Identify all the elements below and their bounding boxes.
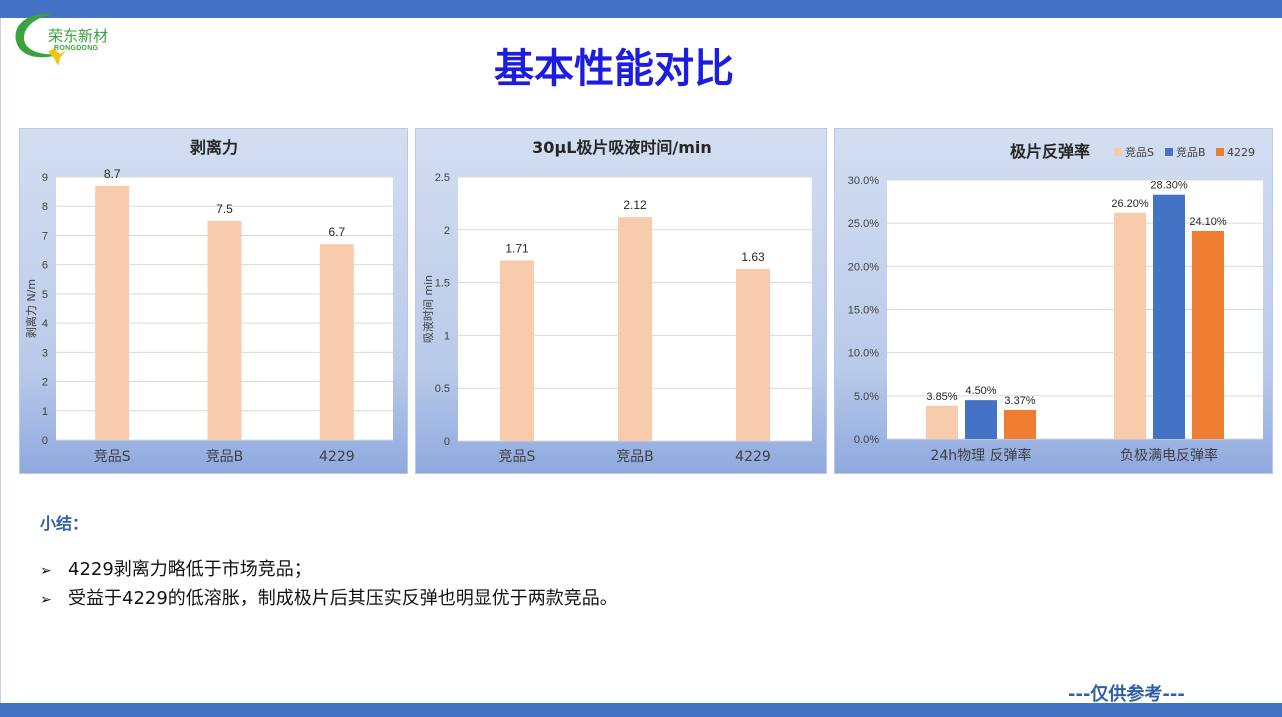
data-label: 3.85%: [926, 391, 957, 403]
legend-swatch: [1114, 148, 1122, 156]
y-tick-label: 1.5: [435, 278, 450, 290]
y-tick-label: 2.5: [435, 172, 450, 184]
page-title: 基本性能对比: [494, 46, 734, 92]
logo-text-cn: 荣东新材: [48, 27, 109, 45]
x-tick-label: 24h物理 反弹率: [930, 447, 1031, 464]
bar: [1153, 194, 1185, 439]
y-tick-label: 20.0%: [848, 261, 879, 273]
y-tick-label: 9: [42, 172, 48, 184]
y-tick-label: 5.0%: [854, 391, 879, 403]
bottom-banner: [0, 703, 1282, 717]
arrow-bullet-icon: ➢: [40, 563, 52, 579]
y-tick-label: 15.0%: [848, 305, 879, 317]
legend-swatch: [1165, 148, 1173, 156]
summary-list: ➢ 4229剥离力略低于市场竞品； ➢ 受益于4229的低溶胀，制成极片后其压实反弹…: [40, 556, 618, 614]
data-label: 28.30%: [1150, 180, 1188, 192]
logo-swoosh-icon: [15, 13, 66, 66]
chart-title: 剥离力: [190, 138, 238, 157]
bar: [207, 220, 242, 440]
x-tick-label: 竞品S: [499, 448, 536, 465]
chart-title: 30μL极片吸液时间/min: [532, 138, 712, 157]
y-tick-label: 1: [42, 406, 48, 418]
summary-bullet: ➢ 受益于4229的低溶胀，制成极片后其压实反弹也明显优于两款竞品。: [40, 585, 618, 614]
chart-panel-absorption-time: 0 0.5 1 1.5 2 2.5 30μL极片吸液时间/min 吸液时间 min 1.71 竞品…: [415, 128, 827, 474]
data-label: 2.12: [623, 198, 647, 212]
y-tick-label: 0: [42, 435, 48, 447]
y-tick-label: 3: [42, 347, 48, 359]
y-tick-label: 7: [42, 230, 48, 242]
chart-panel-rebound-rate: 0.0% 5.0% 10.0% 15.0% 20.0% 25.0% 30.0% 极片反弹率 3.…: [834, 128, 1273, 474]
y-tick-label: 5: [42, 289, 48, 301]
y-tick-label: 10.0%: [848, 348, 879, 360]
absorption-time-chart: 0 0.5 1 1.5 2 2.5 30μL极片吸液时间/min 吸液时间 min 1.71 竞品…: [421, 138, 812, 465]
x-tick-label: 竞品B: [206, 448, 244, 465]
y-tick-label: 2: [444, 225, 450, 237]
bar: [319, 244, 354, 440]
y-tick-label: 1: [444, 330, 450, 342]
legend-swatch: [1216, 148, 1224, 156]
rebound-rate-chart: 0.0% 5.0% 10.0% 15.0% 20.0% 25.0% 30.0% 极片反弹率 3.…: [848, 142, 1263, 464]
y-tick-label: 2: [42, 377, 48, 389]
bar: [1004, 409, 1036, 439]
bar: [736, 268, 770, 441]
y-axis-label: 剥离力 N/m: [24, 279, 38, 338]
summary-bullet: ➢ 4229剥离力略低于市场竞品；: [40, 556, 618, 585]
y-tick-label: 4: [42, 318, 48, 330]
arrow-bullet-icon: ➢: [40, 592, 52, 608]
y-tick-label: 0.0%: [854, 434, 879, 446]
chart-panel-peel-force: 0 1 2 3 4 5 6 7 8 9 剥离力剥离力 N/m 8.7 竞品S 7.5 竞品B 6.7 4229: [19, 128, 408, 474]
left-border: [0, 18, 1, 703]
legend-label: 竞品S: [1125, 145, 1154, 159]
bar: [965, 400, 997, 439]
summary-bullet-text: 4229剥离力略低于市场竞品；: [68, 559, 312, 580]
bar: [1192, 230, 1224, 439]
top-banner: [0, 0, 1282, 18]
data-label: 6.7: [328, 225, 345, 239]
bar: [500, 260, 534, 441]
chart-title: 极片反弹率: [1010, 142, 1090, 161]
data-label: 26.20%: [1111, 198, 1149, 210]
y-tick-label: 0: [444, 436, 450, 448]
bar: [1114, 212, 1146, 439]
bar: [95, 185, 130, 440]
x-tick-label: 竞品B: [616, 448, 654, 465]
bar: [618, 217, 652, 441]
y-axis-label: 吸液时间 min: [421, 275, 435, 343]
x-tick-label: 负极满电反弹率: [1120, 447, 1218, 464]
y-tick-label: 8: [42, 201, 48, 213]
x-tick-label: 4229: [735, 449, 771, 465]
summary-title: 小结：: [40, 514, 89, 533]
footer-note: ---仅供参考---: [1068, 684, 1185, 705]
legend-label: 4229: [1227, 146, 1255, 159]
data-label: 1.71: [505, 241, 529, 255]
logo-text-en: RONGDONG: [54, 45, 99, 52]
bar: [926, 405, 958, 439]
data-label: 24.10%: [1189, 216, 1227, 228]
legend-label: 竞品B: [1176, 145, 1206, 159]
summary-bullet-text: 受益于4229的低溶胀，制成极片后其压实反弹也明显优于两款竞品。: [68, 588, 618, 609]
company-logo: 荣东新材 RONGDONG: [10, 8, 110, 68]
data-label: 1.63: [741, 250, 765, 264]
x-tick-label: 4229: [319, 449, 355, 465]
data-label: 4.50%: [965, 385, 996, 397]
y-tick-label: 30.0%: [848, 175, 879, 187]
y-tick-label: 6: [42, 260, 48, 272]
data-label: 3.37%: [1004, 395, 1035, 407]
y-tick-label: 25.0%: [848, 218, 879, 230]
data-label: 7.5: [216, 202, 233, 216]
x-tick-label: 竞品S: [94, 448, 131, 465]
data-label: 8.7: [104, 167, 121, 181]
y-tick-label: 0.5: [435, 383, 450, 395]
